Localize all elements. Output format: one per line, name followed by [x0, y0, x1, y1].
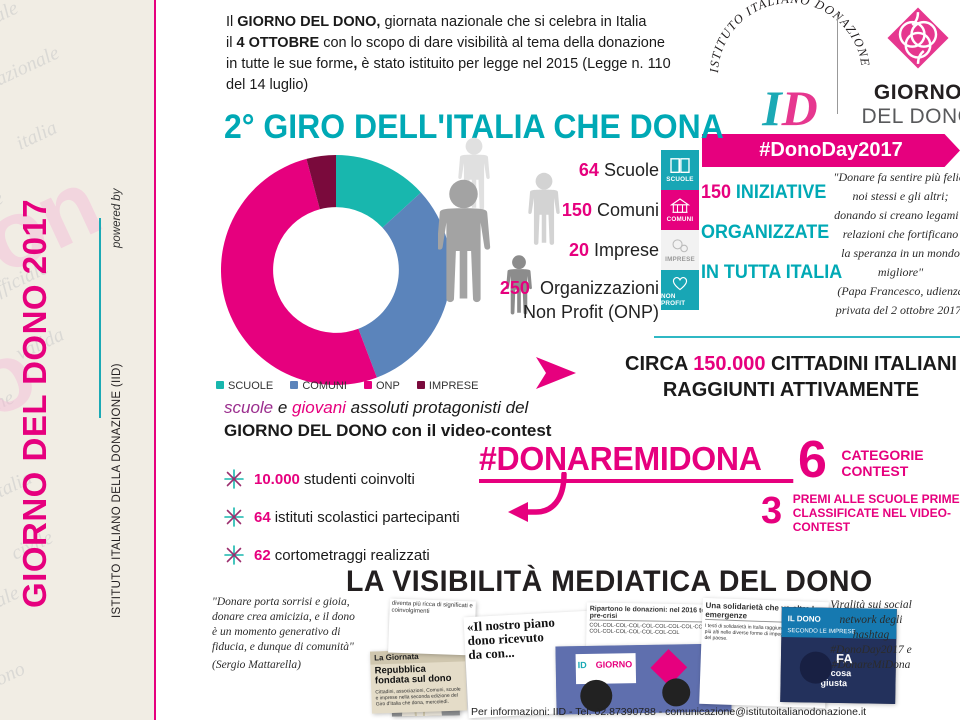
svg-text:dono: dono: [0, 658, 28, 695]
svg-text:ID: ID: [578, 660, 588, 670]
svg-text:ISTITUTO ITALIANO DONAZIONE: ISTITUTO ITALIANO DONAZIONE: [710, 0, 870, 74]
svg-text:GIORNO: GIORNO: [596, 659, 633, 670]
